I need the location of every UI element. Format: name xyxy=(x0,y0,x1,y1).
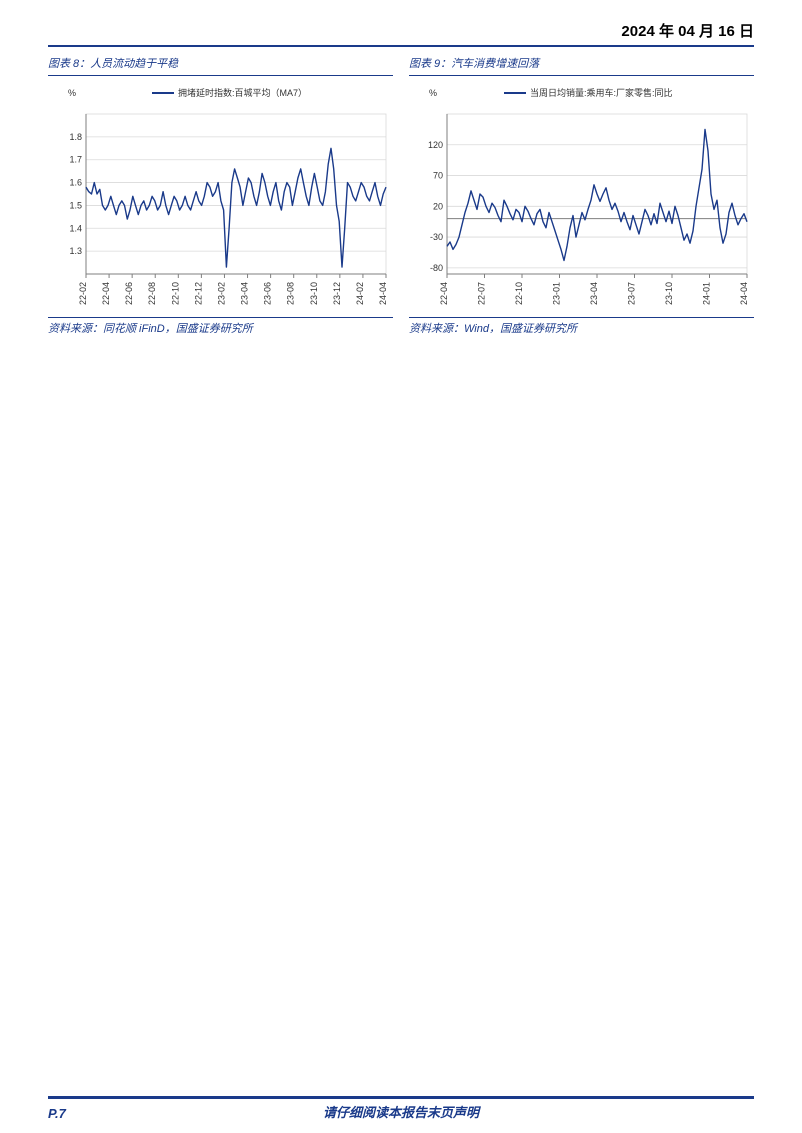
svg-text:-30: -30 xyxy=(430,232,443,242)
footer-page-number: P.7 xyxy=(48,1106,66,1121)
svg-text:23-01: 23-01 xyxy=(552,282,562,305)
svg-text:22-02: 22-02 xyxy=(78,282,88,305)
chart-8-svg-wrap: % 拥堵延时指数:百城平均（MA7） 1.3 1.4 1.5 1.6 1.7 1.8 22-02… xyxy=(48,80,393,315)
chart-9-figure-label: 图表 9： xyxy=(409,58,451,70)
svg-text:-80: -80 xyxy=(430,263,443,273)
chart-8-source: 资料来源：同花顺 iFinD，国盛证券研究所 xyxy=(48,317,393,336)
svg-text:1.7: 1.7 xyxy=(69,155,82,165)
chart-9-title: 图表 9：汽车消费增速回落 xyxy=(409,55,754,76)
svg-text:23-10: 23-10 xyxy=(664,282,674,305)
svg-text:22-04: 22-04 xyxy=(439,282,449,305)
svg-text:120: 120 xyxy=(428,140,443,150)
svg-text:22-07: 22-07 xyxy=(477,282,487,305)
svg-text:24-04: 24-04 xyxy=(739,282,749,305)
svg-text:%: % xyxy=(68,88,76,98)
svg-text:1.3: 1.3 xyxy=(69,246,82,256)
svg-text:23-04: 23-04 xyxy=(589,282,599,305)
svg-text:22-10: 22-10 xyxy=(170,282,180,305)
chart-9-svg: % 当周日均销量:乘用车:厂家零售:同比 -80 -30 20 70 120 22-04 22-… xyxy=(409,80,754,310)
svg-text:24-01: 24-01 xyxy=(702,282,712,305)
page-date: 2024 年 04 月 16 日 xyxy=(621,20,754,41)
svg-text:当周日均销量:乘用车:厂家零售:同比: 当周日均销量:乘用车:厂家零售:同比 xyxy=(530,87,673,98)
svg-text:23-10: 23-10 xyxy=(309,282,319,305)
svg-text:24-04: 24-04 xyxy=(378,282,388,305)
svg-text:1.8: 1.8 xyxy=(69,132,82,142)
chart-9-block: 图表 9：汽车消费增速回落 % 当周日均销量:乘用车:厂家零售:同比 -80 -30 2… xyxy=(409,55,754,336)
chart-9-title-text: 汽车消费增速回落 xyxy=(451,58,539,70)
chart-8-svg: % 拥堵延时指数:百城平均（MA7） 1.3 1.4 1.5 1.6 1.7 1.8 22-02… xyxy=(48,80,393,310)
svg-text:22-08: 22-08 xyxy=(147,282,157,305)
chart-9-svg-wrap: % 当周日均销量:乘用车:厂家零售:同比 -80 -30 20 70 120 22-04 22-… xyxy=(409,80,754,315)
svg-text:%: % xyxy=(429,88,437,98)
svg-text:22-04: 22-04 xyxy=(101,282,111,305)
charts-row: 图表 8：人员流动趋于平稳 % 拥堵延时指数:百城平均（MA7） 1.3 1.4 1.5… xyxy=(48,55,754,336)
footer-disclaimer: 请仔细阅读本报告末页声明 xyxy=(323,1102,479,1121)
svg-text:1.4: 1.4 xyxy=(69,223,82,233)
chart-8-title-text: 人员流动趋于平稳 xyxy=(90,58,178,70)
svg-text:1.5: 1.5 xyxy=(69,200,82,210)
svg-text:22-10: 22-10 xyxy=(514,282,524,305)
svg-text:23-06: 23-06 xyxy=(263,282,273,305)
chart-8-title: 图表 8：人员流动趋于平稳 xyxy=(48,55,393,76)
svg-text:拥堵延时指数:百城平均（MA7）: 拥堵延时指数:百城平均（MA7） xyxy=(178,87,307,98)
svg-text:70: 70 xyxy=(433,171,443,181)
footer-rule xyxy=(48,1096,754,1099)
svg-text:22-12: 22-12 xyxy=(193,282,203,305)
chart-8-block: 图表 8：人员流动趋于平稳 % 拥堵延时指数:百城平均（MA7） 1.3 1.4 1.5… xyxy=(48,55,393,336)
svg-text:23-04: 23-04 xyxy=(240,282,250,305)
svg-text:23-08: 23-08 xyxy=(286,282,296,305)
svg-text:23-12: 23-12 xyxy=(332,282,342,305)
svg-text:22-06: 22-06 xyxy=(124,282,134,305)
chart-9-source: 资料来源：Wind，国盛证券研究所 xyxy=(409,317,754,336)
chart-8-figure-label: 图表 8： xyxy=(48,58,90,70)
svg-text:24-02: 24-02 xyxy=(355,282,365,305)
header-rule xyxy=(48,45,754,47)
svg-text:20: 20 xyxy=(433,201,443,211)
svg-text:23-02: 23-02 xyxy=(216,282,226,305)
svg-text:23-07: 23-07 xyxy=(627,282,637,305)
svg-text:1.6: 1.6 xyxy=(69,178,82,188)
